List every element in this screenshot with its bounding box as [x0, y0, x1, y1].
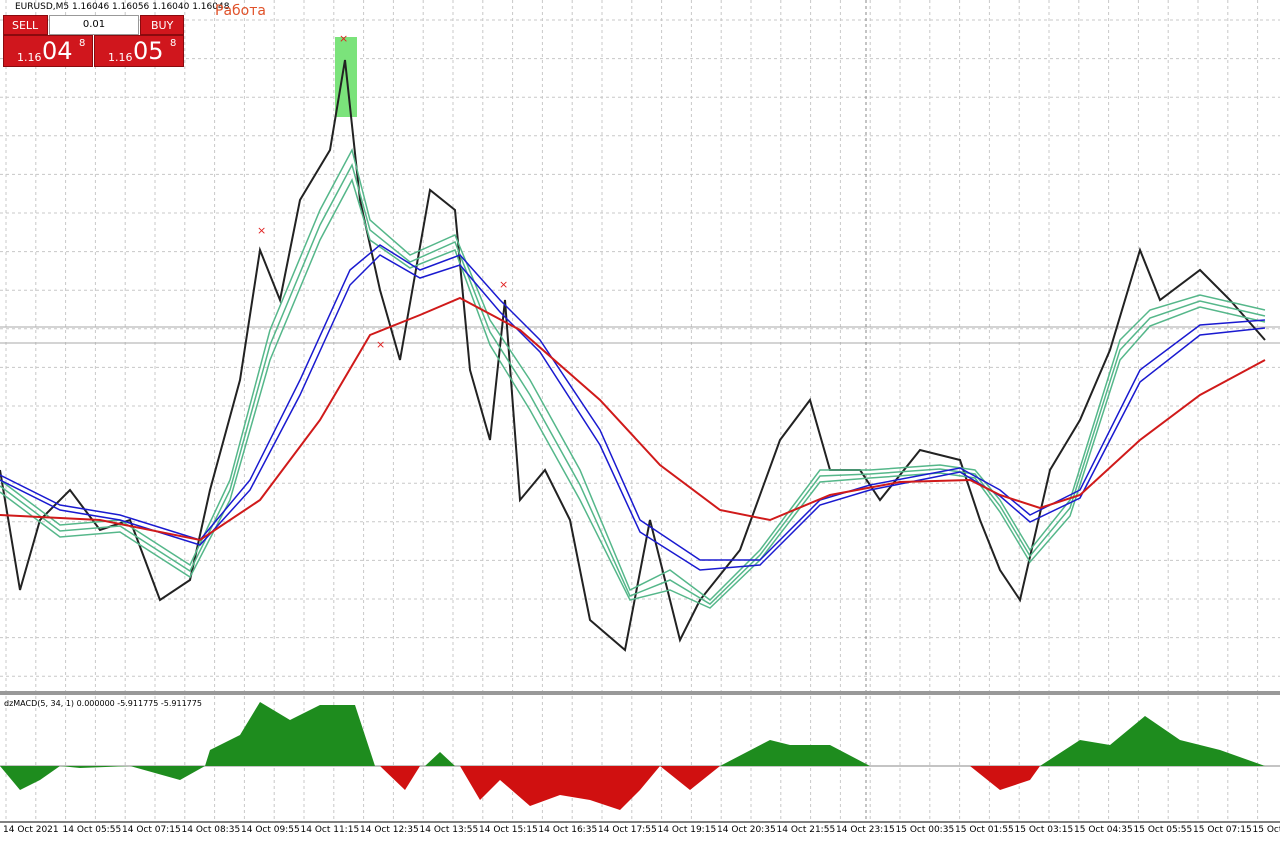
grid — [0, 0, 1280, 822]
buy-price[interactable]: 1.16 05 8 — [94, 35, 184, 67]
time-label: 14 Oct 20:35 — [717, 825, 776, 835]
svg-text:×: × — [339, 32, 348, 45]
blue-ma-band — [0, 244, 1266, 571]
time-label: 14 Oct 19:15 — [657, 825, 717, 835]
sell-price-main: 04 — [42, 37, 73, 65]
svg-text:×: × — [499, 278, 508, 291]
time-label: 14 Oct 2021 — [3, 825, 59, 835]
price-line — [0, 59, 1266, 652]
time-label: 15 Oct 04:35 — [1074, 825, 1133, 835]
buy-button[interactable]: BUY — [140, 15, 184, 35]
time-label: 15 Oct — [1252, 825, 1280, 835]
macd-histogram-negative — [280, 766, 1265, 810]
time-label: 15 Oct 05:55 — [1133, 825, 1193, 835]
time-label: 15 Oct 00:35 — [895, 825, 955, 835]
time-label: 14 Oct 16:35 — [538, 825, 598, 835]
time-label: 14 Oct 17:55 — [598, 825, 657, 835]
time-label: 14 Oct 15:15 — [479, 825, 538, 835]
time-label: 14 Oct 07:15 — [122, 825, 181, 835]
red-ma — [0, 296, 1266, 542]
sell-price-small: 8 — [79, 38, 86, 49]
lot-input[interactable]: 0.01 — [49, 15, 139, 35]
svg-text:×: × — [257, 224, 266, 237]
time-label: 14 Oct 21:55 — [776, 825, 836, 835]
time-label: 15 Oct 07:15 — [1193, 825, 1252, 835]
sell-button[interactable]: SELL — [3, 15, 48, 35]
indicator-title: dzMACD(5, 34, 1) 0.000000 -5.911775 -5.9… — [4, 699, 202, 708]
time-label: 14 Oct 23:15 — [836, 825, 895, 835]
time-axis-bg — [0, 822, 1280, 842]
time-label: 14 Oct 05:55 — [62, 825, 122, 835]
time-label: 15 Oct 01:55 — [955, 825, 1014, 835]
time-label: 14 Oct 13:55 — [419, 825, 479, 835]
buy-price-main: 05 — [133, 37, 164, 65]
sell-price[interactable]: 1.16 04 8 — [3, 35, 93, 67]
time-label: 14 Oct 08:35 — [181, 825, 241, 835]
symbol-info: EURUSD,M5 1.16046 1.16056 1.16040 1.1604… — [15, 2, 230, 12]
panel-separator — [0, 691, 1280, 695]
time-label: 15 Oct 03:15 — [1014, 825, 1074, 835]
macd-histogram-positive — [0, 702, 1265, 790]
green-ma-band — [0, 147, 1266, 609]
svg-text:×: × — [376, 338, 385, 351]
buy-price-big: 1.16 — [108, 51, 133, 64]
time-label: 14 Oct 11:15 — [300, 825, 360, 835]
time-label: 14 Oct 12:35 — [360, 825, 419, 835]
signal-markers: × × × × — [257, 32, 508, 351]
status-label: Работа — [215, 3, 266, 19]
buy-price-small: 8 — [170, 38, 177, 49]
sell-price-big: 1.16 — [17, 51, 42, 64]
time-label: 14 Oct 09:55 — [241, 825, 300, 835]
